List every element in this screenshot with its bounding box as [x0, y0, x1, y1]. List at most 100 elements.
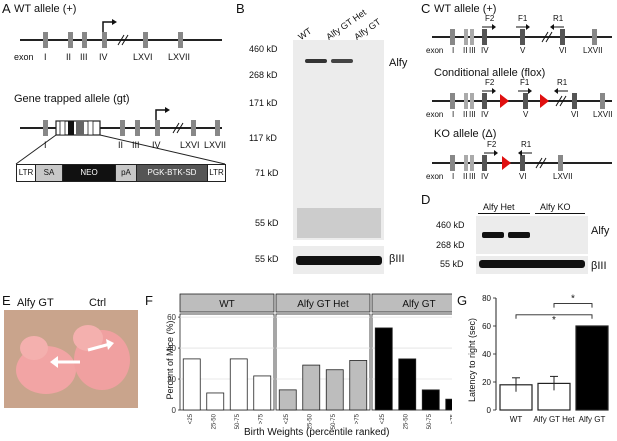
- f-ytick-40: 40: [167, 344, 176, 353]
- f-xtick-1-3: >75: [354, 413, 360, 424]
- g-xtick-1: Alfy GT Het: [533, 415, 575, 424]
- panel-a-wt-exon-2: II: [66, 52, 72, 62]
- panel-f-chart: 0 20 40 60 WT <25 25-50 50-75 >75 Alfy GT Het <25 2…: [167, 293, 452, 429]
- panel-c-ko-exon-67: LXVII: [553, 172, 573, 181]
- f-xtick-0-0: <25: [188, 413, 194, 424]
- panel-b-marker-460: 460 kD: [249, 44, 278, 54]
- panel-b-marker-171: 171 kD: [249, 98, 278, 108]
- f-ytick-60: 60: [167, 313, 176, 322]
- f-xtick-1-1: 25-50: [307, 413, 313, 429]
- panel-e-label-gt: Alfy GT: [17, 297, 54, 309]
- f-bar-2-3: [445, 398, 452, 411]
- f-facet-strip-2: [371, 293, 452, 313]
- panel-c-ko-title: KO allele (Δ): [434, 128, 497, 140]
- f-bar-1-1: [302, 364, 321, 411]
- g-ytick-0: 0: [487, 406, 492, 415]
- f-xtick-0-3: >75: [258, 413, 264, 424]
- f-facet-strip-1: [275, 293, 371, 313]
- panel-c-flox-exon-4: IV: [481, 110, 489, 119]
- f-bar-2-0: [374, 327, 393, 411]
- cassette-sa: SA: [36, 165, 63, 181]
- panel-e-photo: [4, 310, 138, 408]
- cassette-ltr-right: LTR: [208, 165, 225, 181]
- panel-b-letter: B: [236, 1, 245, 16]
- panel-b-loading-marker: 55 kD: [255, 254, 279, 264]
- panel-a-gt-exon-3: III: [132, 140, 140, 150]
- f-xtick-2-3: >75: [450, 413, 452, 424]
- panel-c-flox-exon-3: III: [469, 110, 476, 119]
- panel-c-ko-exon-4: IV: [481, 172, 489, 181]
- panel-a-gt-exon-4: IV: [152, 140, 161, 150]
- d-loading-band: [479, 260, 585, 268]
- f-xtick-1-0: <25: [284, 413, 290, 424]
- panel-a-wt-title: WT allele (+): [14, 3, 77, 15]
- panel-c-ko-primer-f2: F2: [487, 140, 497, 149]
- f-facet-label-1: Alfy GT Het: [297, 299, 349, 310]
- panel-c-ko-exon-word: exon: [426, 172, 444, 181]
- panel-a-gt-title: Gene trapped allele (gt): [14, 93, 130, 105]
- f-bar-2-1: [398, 358, 417, 411]
- f-xtick-0-2: 50-75: [235, 413, 241, 429]
- panel-d-marker-460: 460 kD: [436, 220, 465, 230]
- panel-c-flox-primer-r1: R1: [557, 78, 568, 87]
- panel-d-group-ko-bar: [535, 213, 585, 214]
- panel-d-marker-268: 268 kD: [436, 240, 465, 250]
- panel-d-letter: D: [421, 192, 431, 207]
- panel-c-wt-primer-f2: F2: [485, 14, 495, 23]
- panel-c-flox-exon-5: V: [523, 110, 529, 119]
- panel-c-flox-exon-6: VI: [571, 110, 579, 119]
- g-ytick-60: 60: [482, 322, 491, 331]
- f-ytick-0: 0: [172, 406, 177, 415]
- panel-b-protein-label: Alfy: [389, 57, 408, 69]
- panel-f-xlabel: Birth Weights (percentile ranked): [244, 427, 390, 438]
- panel-c-wt-exon-5: V: [520, 46, 526, 55]
- g-ytick-40: 40: [482, 350, 491, 359]
- f-xtick-1-2: 50-75: [331, 413, 337, 429]
- panel-b-marker-71: 71 kD: [255, 168, 279, 178]
- d-band-het-1: [482, 232, 504, 238]
- cassette-pgk-btk-sd: PGK-BTK-SD: [137, 165, 208, 181]
- panel-g-chart: 0 20 40 60 80 WT Alfy GT Het Alfy GT * *: [482, 294, 609, 424]
- f-bar-0-3: [253, 375, 272, 411]
- f-facet-label-0: WT: [219, 299, 235, 310]
- panel-c-wt-title: WT allele (+): [434, 3, 497, 15]
- panel-d-protein-label: Alfy: [591, 225, 610, 237]
- panel-b-loading-label: βIII: [389, 253, 405, 265]
- f-bar-0-2: [229, 358, 248, 411]
- panel-c-flox-exon-67: LXVII: [593, 110, 613, 119]
- panel-c-ko-primer-r1: R1: [521, 140, 532, 149]
- blot-smear: [297, 208, 381, 238]
- panel-a-gt-exon-66: LXVI: [180, 140, 200, 150]
- panel-c-diagrams: [432, 24, 612, 171]
- panel-a-wt-exon-66: LXVI: [133, 52, 153, 62]
- f-ytick-20: 20: [167, 375, 176, 384]
- f-bar-1-0: [278, 389, 297, 411]
- panel-c-flox-primer-f1: F1: [520, 78, 530, 87]
- panel-b-loading-blot: [293, 246, 384, 274]
- cassette-pa: pA: [116, 165, 137, 181]
- panel-c-wt-exon-6: VI: [559, 46, 567, 55]
- panel-d-loading-blot: [476, 256, 588, 274]
- d-band-het-2: [508, 232, 530, 238]
- panel-a-cassette: LTR SA NEO pA PGK-BTK-SD LTR: [16, 164, 226, 182]
- panel-c-wt-exon-2: II: [463, 46, 468, 55]
- panel-a-letter: A: [2, 1, 11, 16]
- panel-e-pups: [16, 325, 130, 394]
- panel-c-wt-primer-r1: R1: [553, 14, 564, 23]
- panel-e-letter: E: [2, 293, 11, 308]
- panel-c-letter: C: [421, 1, 431, 16]
- panel-a-exon-word: exon: [14, 52, 34, 62]
- g-sig-star-2: *: [571, 294, 575, 305]
- f-bar-1-3: [349, 360, 368, 411]
- panel-a-wt-exon-1: I: [44, 52, 47, 62]
- panel-d-group-ko: Alfy KO: [540, 202, 571, 212]
- panel-c-wt-exon-4: IV: [481, 46, 489, 55]
- panel-a-wt-exon-4: IV: [99, 52, 108, 62]
- panel-c-wt-exon-1: I: [452, 46, 455, 55]
- panel-c-wt-exon-word: exon: [426, 46, 444, 55]
- panel-c-flox-title: Conditional allele (flox): [434, 67, 546, 79]
- panel-e-label-ctrl: Ctrl: [89, 297, 107, 309]
- panel-a-wt-exon-3: III: [80, 52, 88, 62]
- cassette-ltr-left: LTR: [17, 165, 36, 181]
- panel-d-western-blot: [476, 216, 588, 254]
